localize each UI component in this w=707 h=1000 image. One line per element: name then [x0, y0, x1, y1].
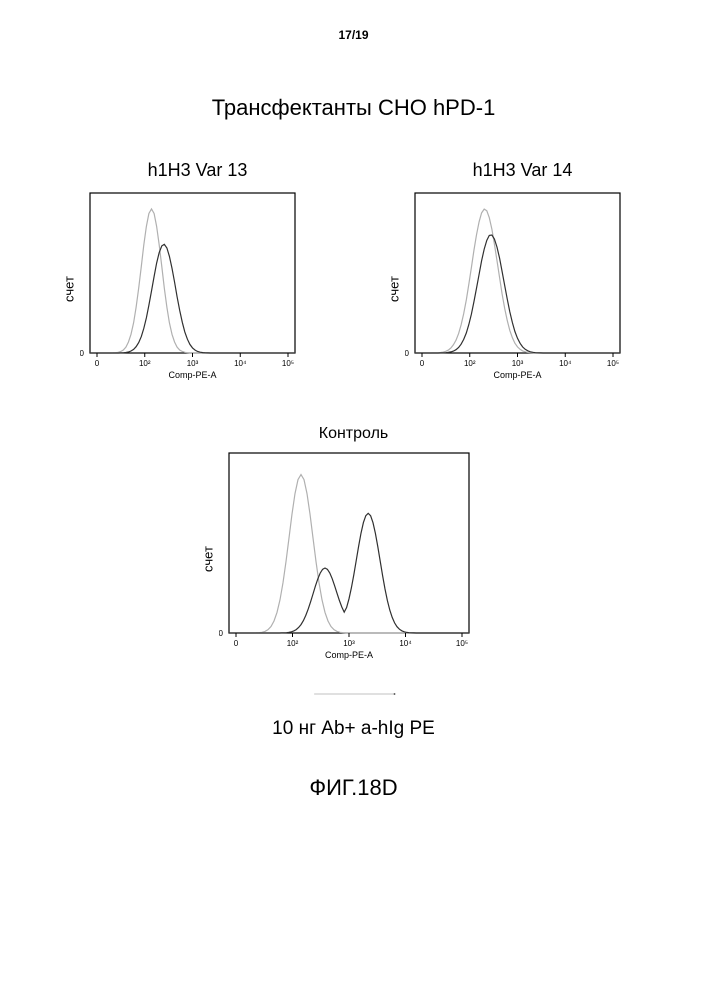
svg-text:0: 0	[233, 639, 238, 648]
svg-text:0: 0	[95, 359, 100, 368]
svg-text:0: 0	[420, 359, 425, 368]
histogram-svg: 00 10² 10³ 10⁴ 10⁵ Comp-PE-A	[219, 451, 489, 661]
svg-text:10⁴: 10⁴	[399, 639, 412, 648]
panel-1-chart: счет 0010²10³10⁴10⁵Comp-PE-A	[80, 191, 315, 386]
histogram-svg: 0 0 10² 10³ 10⁴ 10⁵ Comp-PE-A	[80, 191, 315, 381]
panel-3-chart: счет 0010²10³10⁴10⁵Comp-PE-A	[219, 451, 489, 666]
svg-text:10⁵: 10⁵	[282, 359, 294, 368]
svg-text:10³: 10³	[512, 359, 524, 368]
svg-text:10⁴: 10⁴	[559, 359, 572, 368]
panel-2-chart: счет 0010²10³10⁴10⁵Comp-PE-A	[405, 191, 640, 386]
arrow-axis	[115, 693, 595, 695]
panel-row: h1H3 Var 13 счет 0 0 10² 10³ 10⁴ 10⁵ Comp-PE-A…	[80, 160, 640, 386]
y-axis-label: счет	[386, 276, 401, 302]
x-caption: 10 нг Ab+ a-hIg PE	[272, 718, 435, 740]
panel-3-title: Контроль	[319, 425, 389, 443]
y-axis-label: счет	[61, 276, 76, 302]
panel-1-wrap: h1H3 Var 13 счет 0010²10³10⁴10⁵Comp-PE-A	[80, 160, 315, 386]
svg-text:Comp-PE-A: Comp-PE-A	[168, 370, 216, 380]
panel-2-title: h1H3 Var 14	[473, 160, 573, 181]
svg-text:0: 0	[405, 349, 410, 358]
page-number: 17/19	[338, 28, 368, 42]
histogram-svg: 0 0 10² 10³ 10⁴ 10⁵ Comp-PE-A	[405, 191, 640, 381]
svg-text:Comp-PE-A: Comp-PE-A	[493, 370, 541, 380]
page-title: Трансфектанты CHO hPD-1	[212, 95, 496, 121]
svg-text:0: 0	[219, 629, 224, 638]
svg-text:10⁴: 10⁴	[234, 359, 247, 368]
svg-text:Comp-PE-A: Comp-PE-A	[324, 650, 372, 660]
svg-text:0: 0	[80, 349, 85, 358]
y-axis-label: счет	[200, 546, 215, 572]
panel-3-wrap: Контроль счет 0010²10³10⁴10⁵Comp-PE-A	[219, 425, 489, 666]
svg-text:10³: 10³	[343, 639, 355, 648]
figure-label: ФИГ.18D	[309, 775, 397, 801]
panel-2-wrap: h1H3 Var 14 счет 0010²10³10⁴10⁵Comp-PE-A	[405, 160, 640, 386]
svg-text:10³: 10³	[187, 359, 199, 368]
svg-text:10²: 10²	[464, 359, 476, 368]
svg-text:10⁵: 10⁵	[455, 639, 467, 648]
panel-1-title: h1H3 Var 13	[148, 160, 248, 181]
svg-text:10⁵: 10⁵	[607, 359, 619, 368]
svg-text:10²: 10²	[139, 359, 151, 368]
svg-text:10²: 10²	[286, 639, 298, 648]
